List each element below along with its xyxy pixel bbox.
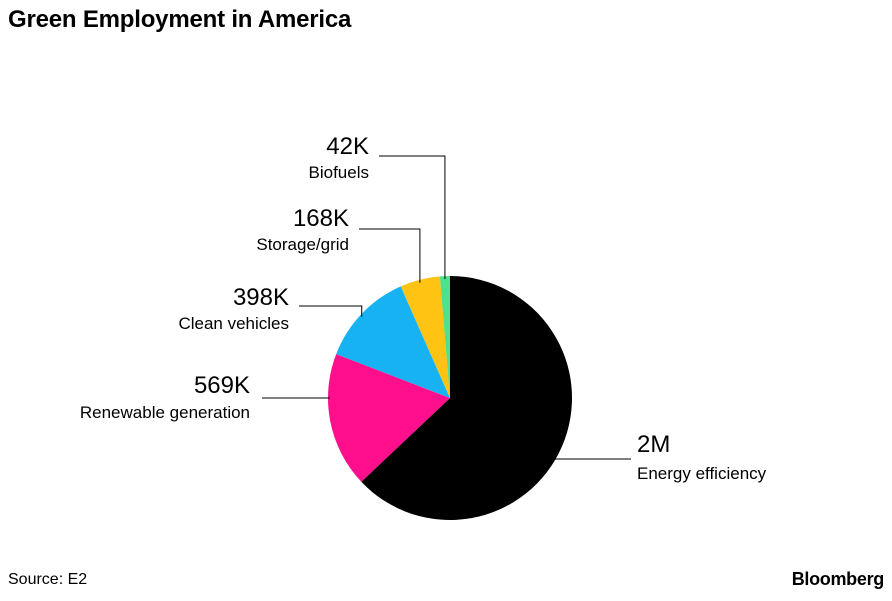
pie-slice-clean-vehicles <box>336 286 450 398</box>
leader-line <box>379 155 446 280</box>
pie-slice-storage-grid <box>400 276 450 398</box>
slice-category-label: Energy efficiency <box>637 464 767 483</box>
pie-slice-renewable-generation <box>327 354 450 482</box>
bloomberg-logo: Bloomberg <box>791 569 885 589</box>
slice-category-label: Clean vehicles <box>178 314 289 333</box>
slice-value-label: 569K <box>194 372 250 399</box>
leader-line <box>359 228 421 283</box>
slice-category-label: Storage/grid <box>256 235 349 254</box>
slice-category-label: Renewable generation <box>80 403 250 422</box>
source-note: Source: E2 <box>8 571 88 588</box>
pie-slices <box>327 276 572 521</box>
slice-value-label: 398K <box>233 284 289 311</box>
leader-lines <box>262 155 631 460</box>
slice-category-label: Biofuels <box>309 163 369 182</box>
slice-value-label: 42K <box>326 133 369 160</box>
slice-value-label: 168K <box>293 205 349 232</box>
slice-labels: 2M Energy efficiency 569K Renewable generat… <box>80 133 767 483</box>
chart-title: Green Employment in America <box>8 6 352 33</box>
pie-slice-energy-efficiency <box>361 276 572 521</box>
pie-slice-biofuels <box>439 276 450 398</box>
leader-line <box>299 305 363 317</box>
slice-value-label: 2M <box>637 431 670 458</box>
